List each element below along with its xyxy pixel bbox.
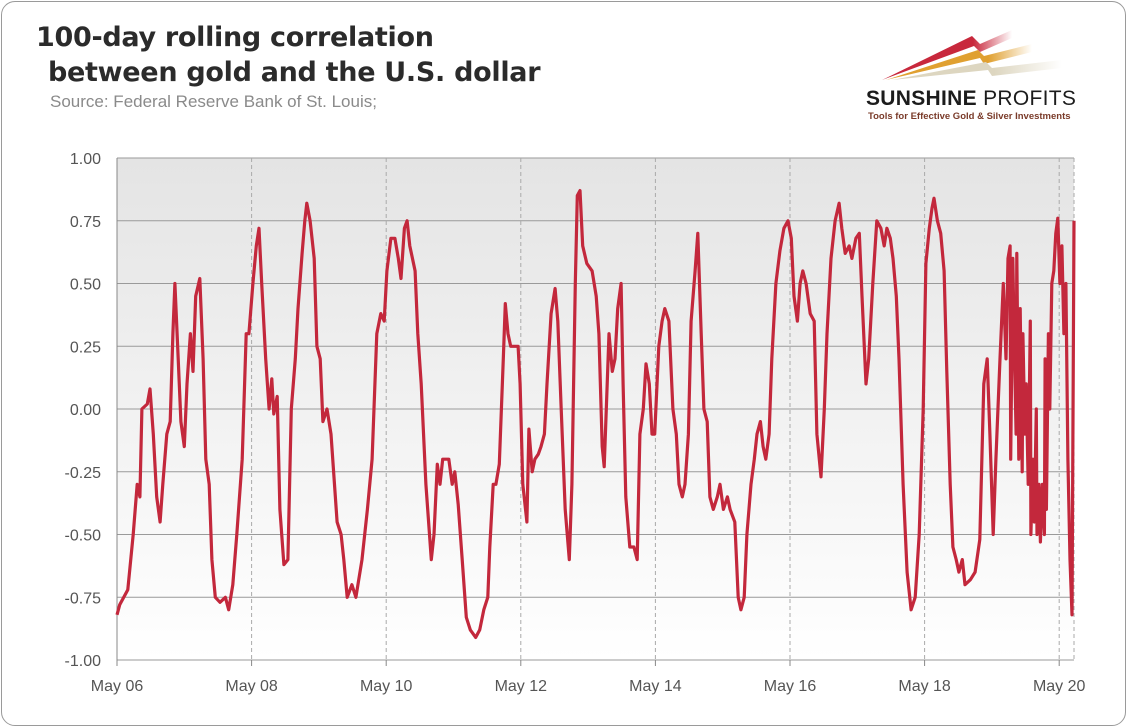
y-tick-label: -0.75 [65, 590, 102, 607]
x-tick-label: May 18 [898, 678, 951, 695]
logo-rays-icon [882, 30, 1062, 80]
y-tick-label: -0.25 [65, 465, 102, 482]
chart-title-line2: between gold and the U.S. dollar [48, 57, 541, 88]
y-tick-label: 0.75 [70, 214, 101, 231]
logo-name-bold: SUNSHINE [866, 87, 977, 110]
y-tick-label: 0.50 [70, 277, 101, 294]
x-tick-label: May 20 [1033, 678, 1086, 695]
chart-source: Source: Federal Reserve Bank of St. Loui… [50, 92, 377, 111]
x-tick-label: May 06 [91, 678, 144, 695]
x-tick-label: May 16 [764, 678, 817, 695]
chart-title: 100-day rolling correlation between gold… [36, 20, 541, 90]
y-tick-label: 1.00 [70, 151, 101, 168]
logo-name-light: PROFITS [983, 87, 1077, 110]
x-tick-label: May 08 [225, 678, 278, 695]
logo-name: SUNSHINE PROFITS [866, 87, 1076, 111]
chart-title-line1: 100-day rolling correlation [36, 22, 434, 53]
x-tick-label: May 14 [629, 678, 682, 695]
y-tick-label: 0.00 [70, 402, 101, 419]
x-tick-label: May 12 [495, 678, 548, 695]
y-tick-label: -1.00 [65, 653, 102, 670]
correlation-line [115, 189, 1076, 639]
logo-tagline: Tools for Effective Gold & Silver Invest… [868, 111, 1071, 122]
y-tick-label: -0.50 [65, 528, 102, 545]
x-tick-label: May 10 [360, 678, 413, 695]
sunshine-profits-logo: SUNSHINE PROFITS Tools for Effective Gol… [862, 22, 1092, 132]
y-tick-label: 0.25 [70, 339, 101, 356]
